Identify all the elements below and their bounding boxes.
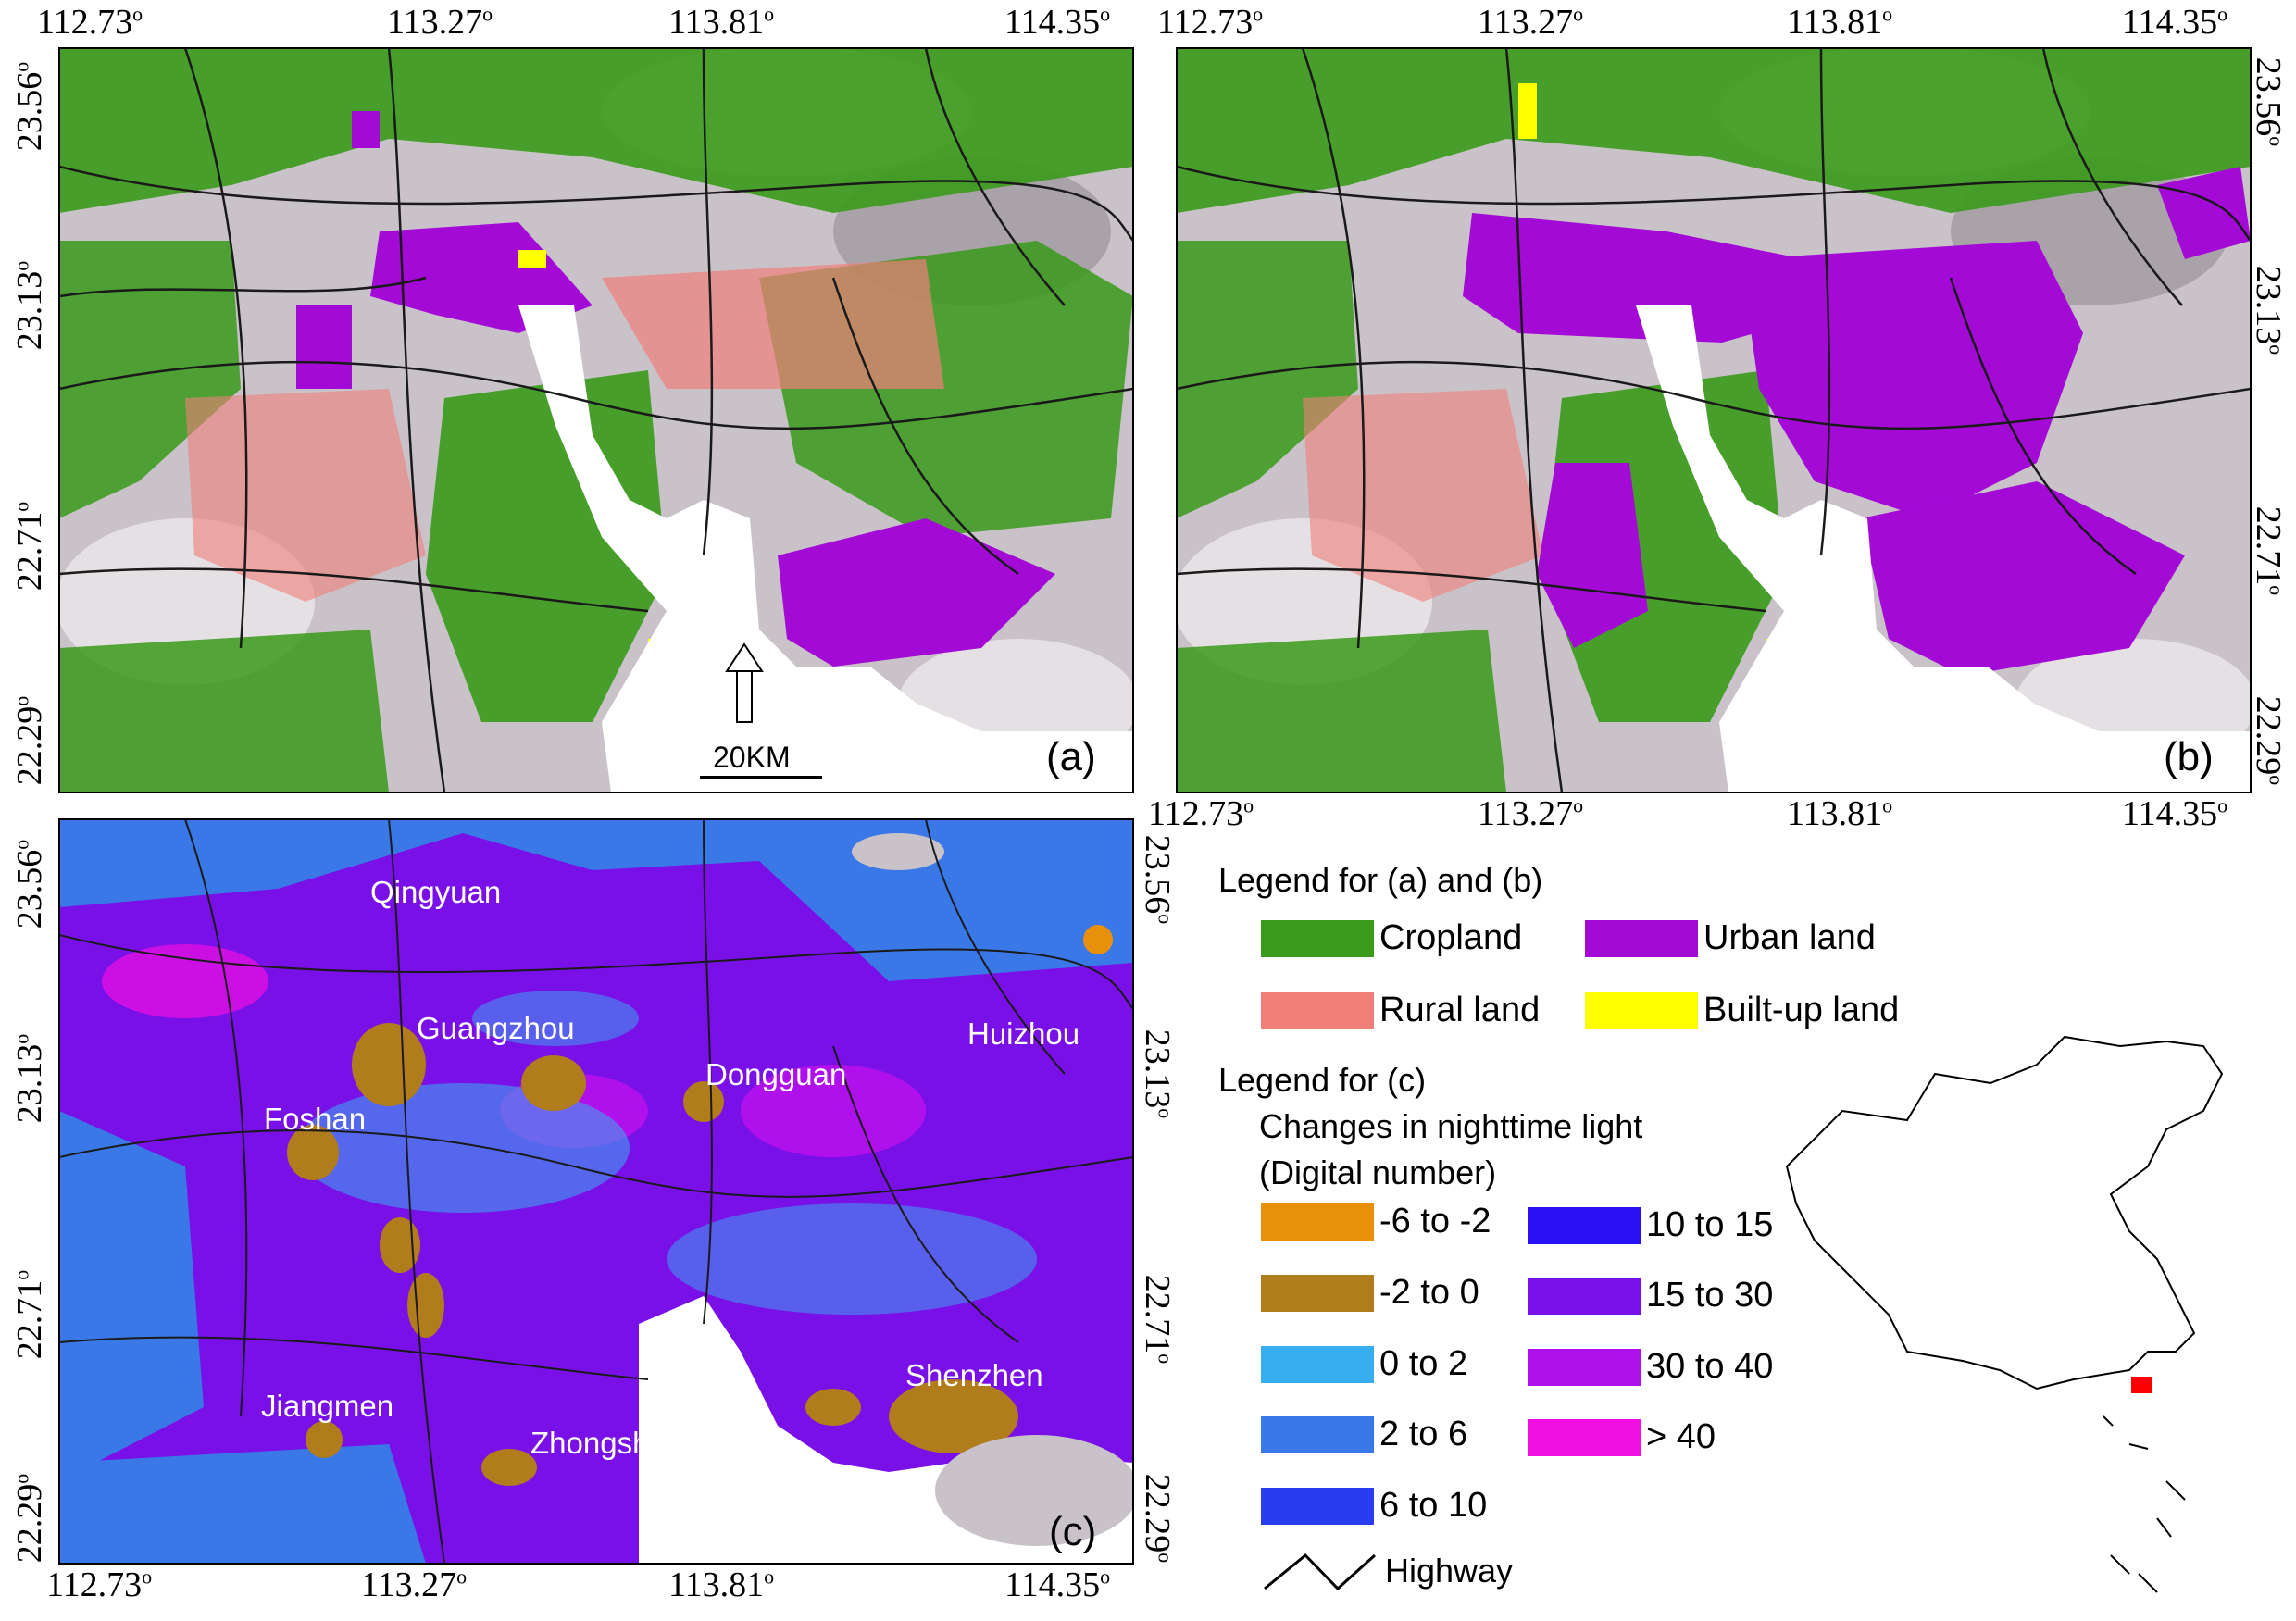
lon-tick: 113.81o	[668, 2, 775, 42]
legend-item-ntl-4: 2 to 6	[1261, 1415, 1467, 1454]
lon-tick: 112.73o	[1157, 2, 1264, 42]
legend-swatch	[1528, 1418, 1641, 1456]
lat-tick: 22.29o	[1138, 1473, 1178, 1564]
study-area-marker	[2131, 1377, 2152, 1393]
legend-item-ntl-7: 15 to 30	[1528, 1276, 1773, 1316]
city-label-foshan: Foshan	[264, 1102, 367, 1136]
legend-swatch	[1261, 1487, 1374, 1525]
legend-ab-title: Legend for (a) and (b)	[1218, 861, 1543, 899]
legend-item-ntl-9: > 40	[1528, 1417, 1716, 1457]
lat-tick: 23.56o	[9, 61, 49, 152]
legend-item-ntl-6: 10 to 15	[1528, 1205, 1773, 1245]
lon-tick: 112.73o	[1148, 793, 1254, 833]
legend-c-subtitle-2: (Digital number)	[1259, 1153, 1497, 1191]
lat-tick: 22.29o	[9, 1473, 49, 1564]
map-panel-c	[59, 819, 1133, 1564]
lon-tick: 114.35o	[2122, 793, 2228, 833]
legend-item-rural-land: Rural land	[1261, 991, 1540, 1030]
lon-tick: 114.35o	[2122, 2, 2228, 42]
lat-tick: 23.13o	[1138, 1029, 1178, 1119]
panel-b-frame	[1176, 47, 2252, 793]
highway-legend-icon	[1264, 1552, 1377, 1591]
lat-tick: 22.29o	[9, 695, 49, 786]
lat-tick: 23.13o	[2249, 265, 2289, 355]
legend-c-subtitle-1: Changes in nighttime light	[1259, 1107, 1643, 1145]
lat-tick: 23.56o	[2249, 56, 2289, 147]
panel-b-label: (b)	[2164, 734, 2214, 779]
lon-tick: 114.35o	[1004, 1565, 1111, 1604]
legend-item-ntl-1: -6 to -2	[1261, 1202, 1491, 1241]
lon-tick: 113.81o	[668, 1565, 775, 1604]
legend-item-cropland: Cropland	[1261, 918, 1522, 958]
legend-swatch	[1261, 919, 1374, 957]
legend-item-ntl-8: 30 to 40	[1528, 1347, 1773, 1387]
legend-swatch	[1261, 1345, 1374, 1383]
lon-tick: 113.27o	[1478, 793, 1584, 833]
highway-network	[1177, 48, 2251, 792]
panel-a-label: (a)	[1046, 734, 1096, 779]
lat-tick: 23.13o	[9, 260, 49, 351]
legend-swatch	[1528, 1277, 1641, 1315]
lon-tick: 113.81o	[1787, 2, 1893, 42]
map-panel-a	[59, 48, 1133, 792]
lon-tick: 112.73o	[46, 1565, 153, 1604]
lon-tick: 113.81o	[1787, 793, 1893, 833]
highway-network	[59, 48, 1133, 792]
lat-tick: 23.56o	[1138, 834, 1178, 925]
city-label-guangzhou: Guangzhou	[417, 1011, 575, 1045]
legend-item-urban-land: Urban land	[1585, 918, 1876, 958]
lon-tick: 113.27o	[387, 2, 493, 42]
legend-swatch	[1261, 1203, 1374, 1241]
lon-tick: 114.35o	[1004, 2, 1111, 42]
legend-swatch	[1261, 1274, 1374, 1312]
china-inset-map	[1785, 1035, 2224, 1593]
legend-swatch	[1261, 991, 1374, 1029]
legend-swatch	[1261, 1415, 1374, 1453]
panel-c-frame	[58, 818, 1134, 1565]
legend-c-title: Legend for (c)	[1218, 1061, 1427, 1099]
city-label-dongguan: Dongguan	[705, 1057, 847, 1091]
city-label-shenzhen: Shenzhen	[905, 1358, 1043, 1392]
panel-c-label: (c)	[1049, 1509, 1097, 1554]
city-label-qingyuan: Qingyuan	[370, 875, 502, 909]
legend-swatch	[1585, 991, 1698, 1029]
lat-tick: 22.71o	[9, 1269, 49, 1360]
north-arrow-icon	[725, 642, 764, 723]
lat-tick: 22.71o	[1138, 1274, 1178, 1365]
lat-tick: 23.13o	[9, 1033, 49, 1124]
legend-item-ntl-2: -2 to 0	[1261, 1273, 1479, 1313]
lat-tick: 22.71o	[2249, 505, 2289, 596]
city-label-huizhou: Huizhou	[967, 1016, 1080, 1051]
map-panel-b	[1177, 48, 2251, 792]
legend-item-ntl-5: 6 to 10	[1261, 1486, 1487, 1526]
scale-bar-label: 20KM	[713, 741, 791, 774]
legend-item-ntl-3: 0 to 2	[1261, 1344, 1467, 1384]
highway-network	[59, 819, 1133, 1564]
lat-tick: 23.56o	[9, 839, 49, 929]
lon-tick: 112.73o	[37, 2, 144, 42]
lon-tick: 113.27o	[361, 1565, 468, 1604]
legend-item-built-up-land: Built-up land	[1585, 991, 1899, 1030]
lat-tick: 22.29o	[2249, 695, 2289, 786]
legend-highway-label: Highway	[1385, 1552, 1514, 1590]
city-label-zhongshan: Zhongsh	[530, 1426, 650, 1460]
legend-swatch	[1585, 919, 1698, 957]
panel-a-frame	[58, 47, 1134, 793]
legend-swatch	[1528, 1206, 1641, 1244]
legend-swatch	[1528, 1348, 1641, 1386]
lat-tick: 22.71o	[9, 501, 49, 592]
lon-tick: 113.27o	[1478, 2, 1584, 42]
city-label-jiangmen: Jiangmen	[261, 1389, 394, 1423]
